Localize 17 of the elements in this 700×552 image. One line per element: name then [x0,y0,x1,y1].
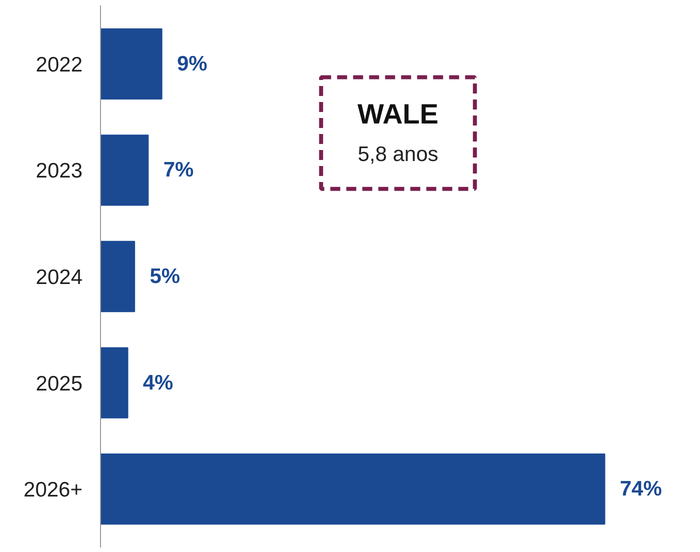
y-tick-label: 2025 [36,372,82,396]
data-label: 9% [176,52,208,76]
annotation: 5,8 anos [358,142,438,166]
y-tick-label: 2026+ [24,478,83,502]
data-label: 4% [142,371,174,394]
bar [100,28,162,100]
y-tick-label: 2023 [36,160,82,183]
y-tick-label: 2024 [36,266,83,289]
bar [100,240,136,312]
data-label: 7% [163,158,194,182]
bar [100,134,149,206]
y-tick-label: 2022 [36,53,82,76]
data-label: 74% [620,478,662,501]
bar [100,347,128,418]
data-label: 5% [150,265,180,288]
annotation: WALE [358,98,438,130]
bar [100,453,606,525]
